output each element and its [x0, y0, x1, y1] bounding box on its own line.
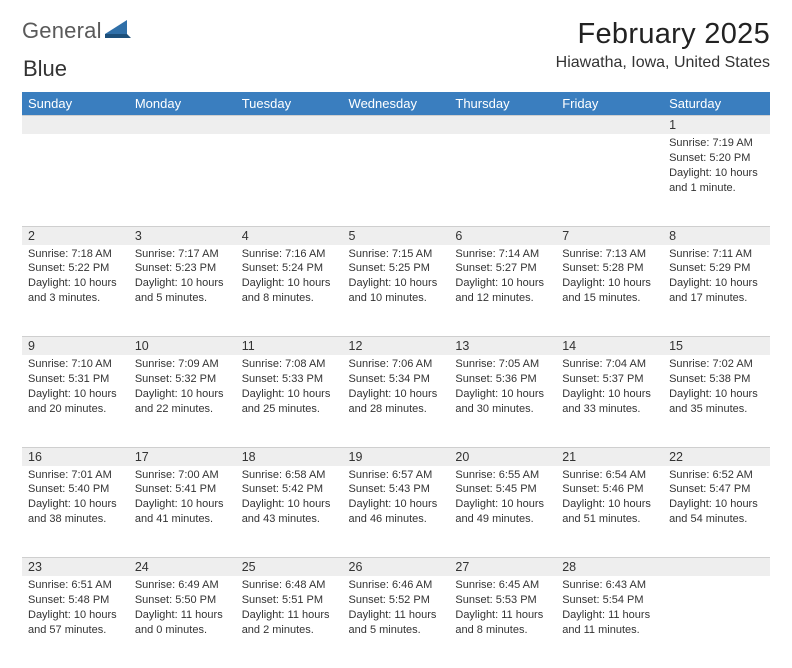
day-number: 28 — [556, 558, 663, 577]
logo-icon — [105, 18, 131, 44]
day-number: 25 — [236, 558, 343, 577]
day-cell: Sunrise: 7:10 AM Sunset: 5:31 PM Dayligh… — [22, 355, 129, 447]
day-number — [129, 116, 236, 135]
col-tue: Tuesday — [236, 92, 343, 116]
col-sun: Sunday — [22, 92, 129, 116]
month-title: February 2025 — [556, 18, 770, 51]
day-number: 21 — [556, 447, 663, 466]
calendar-body: 1Sunrise: 7:19 AM Sunset: 5:20 PM Daylig… — [22, 116, 770, 668]
day-cell: Sunrise: 6:48 AM Sunset: 5:51 PM Dayligh… — [236, 576, 343, 668]
day-cell: Sunrise: 6:43 AM Sunset: 5:54 PM Dayligh… — [556, 576, 663, 668]
week-content-row: Sunrise: 7:10 AM Sunset: 5:31 PM Dayligh… — [22, 355, 770, 447]
day-number: 24 — [129, 558, 236, 577]
day-number: 10 — [129, 337, 236, 356]
day-number: 17 — [129, 447, 236, 466]
day-cell — [236, 134, 343, 226]
day-cell — [663, 576, 770, 668]
day-cell: Sunrise: 7:15 AM Sunset: 5:25 PM Dayligh… — [343, 245, 450, 337]
col-mon: Monday — [129, 92, 236, 116]
day-number: 8 — [663, 226, 770, 245]
logo-text-1: General — [22, 18, 102, 44]
day-cell: Sunrise: 7:05 AM Sunset: 5:36 PM Dayligh… — [449, 355, 556, 447]
week-num-row: 232425262728 — [22, 558, 770, 577]
day-cell — [129, 134, 236, 226]
week-num-row: 16171819202122 — [22, 447, 770, 466]
day-cell: Sunrise: 7:02 AM Sunset: 5:38 PM Dayligh… — [663, 355, 770, 447]
day-cell: Sunrise: 7:18 AM Sunset: 5:22 PM Dayligh… — [22, 245, 129, 337]
col-sat: Saturday — [663, 92, 770, 116]
day-header-row: Sunday Monday Tuesday Wednesday Thursday… — [22, 92, 770, 116]
day-cell — [449, 134, 556, 226]
calendar-page: General February 2025 Hiawatha, Iowa, Un… — [0, 0, 792, 668]
logo: General — [22, 18, 131, 44]
day-cell: Sunrise: 7:14 AM Sunset: 5:27 PM Dayligh… — [449, 245, 556, 337]
day-number: 5 — [343, 226, 450, 245]
day-cell: Sunrise: 6:51 AM Sunset: 5:48 PM Dayligh… — [22, 576, 129, 668]
day-cell — [22, 134, 129, 226]
day-number: 7 — [556, 226, 663, 245]
day-number: 19 — [343, 447, 450, 466]
day-number: 27 — [449, 558, 556, 577]
day-number: 18 — [236, 447, 343, 466]
day-cell: Sunrise: 6:46 AM Sunset: 5:52 PM Dayligh… — [343, 576, 450, 668]
day-number: 15 — [663, 337, 770, 356]
title-block: February 2025 Hiawatha, Iowa, United Sta… — [556, 18, 770, 72]
day-number: 26 — [343, 558, 450, 577]
day-cell — [556, 134, 663, 226]
week-content-row: Sunrise: 7:18 AM Sunset: 5:22 PM Dayligh… — [22, 245, 770, 337]
day-cell: Sunrise: 7:19 AM Sunset: 5:20 PM Dayligh… — [663, 134, 770, 226]
day-number: 16 — [22, 447, 129, 466]
day-number: 6 — [449, 226, 556, 245]
day-cell: Sunrise: 7:13 AM Sunset: 5:28 PM Dayligh… — [556, 245, 663, 337]
day-number — [236, 116, 343, 135]
day-cell: Sunrise: 7:17 AM Sunset: 5:23 PM Dayligh… — [129, 245, 236, 337]
calendar-table: Sunday Monday Tuesday Wednesday Thursday… — [22, 92, 770, 668]
day-number: 12 — [343, 337, 450, 356]
day-cell: Sunrise: 7:09 AM Sunset: 5:32 PM Dayligh… — [129, 355, 236, 447]
day-number: 11 — [236, 337, 343, 356]
day-cell: Sunrise: 6:45 AM Sunset: 5:53 PM Dayligh… — [449, 576, 556, 668]
location-text: Hiawatha, Iowa, United States — [556, 54, 770, 72]
day-number: 3 — [129, 226, 236, 245]
week-content-row: Sunrise: 7:01 AM Sunset: 5:40 PM Dayligh… — [22, 466, 770, 558]
day-number: 22 — [663, 447, 770, 466]
col-thu: Thursday — [449, 92, 556, 116]
day-number: 2 — [22, 226, 129, 245]
day-number — [22, 116, 129, 135]
day-cell: Sunrise: 7:11 AM Sunset: 5:29 PM Dayligh… — [663, 245, 770, 337]
day-cell: Sunrise: 7:00 AM Sunset: 5:41 PM Dayligh… — [129, 466, 236, 558]
week-num-row: 2345678 — [22, 226, 770, 245]
day-number — [449, 116, 556, 135]
day-cell: Sunrise: 6:57 AM Sunset: 5:43 PM Dayligh… — [343, 466, 450, 558]
day-cell: Sunrise: 7:06 AM Sunset: 5:34 PM Dayligh… — [343, 355, 450, 447]
day-cell: Sunrise: 6:54 AM Sunset: 5:46 PM Dayligh… — [556, 466, 663, 558]
day-number: 4 — [236, 226, 343, 245]
week-content-row: Sunrise: 7:19 AM Sunset: 5:20 PM Dayligh… — [22, 134, 770, 226]
day-cell: Sunrise: 7:08 AM Sunset: 5:33 PM Dayligh… — [236, 355, 343, 447]
week-content-row: Sunrise: 6:51 AM Sunset: 5:48 PM Dayligh… — [22, 576, 770, 668]
day-number: 9 — [22, 337, 129, 356]
logo-text-2: Blue — [23, 56, 67, 81]
col-fri: Friday — [556, 92, 663, 116]
col-wed: Wednesday — [343, 92, 450, 116]
day-cell: Sunrise: 6:49 AM Sunset: 5:50 PM Dayligh… — [129, 576, 236, 668]
week-num-row: 9101112131415 — [22, 337, 770, 356]
day-number: 14 — [556, 337, 663, 356]
week-num-row: 1 — [22, 116, 770, 135]
day-number — [663, 558, 770, 577]
day-cell: Sunrise: 6:52 AM Sunset: 5:47 PM Dayligh… — [663, 466, 770, 558]
day-number — [343, 116, 450, 135]
day-cell: Sunrise: 7:16 AM Sunset: 5:24 PM Dayligh… — [236, 245, 343, 337]
day-number: 20 — [449, 447, 556, 466]
day-cell: Sunrise: 6:55 AM Sunset: 5:45 PM Dayligh… — [449, 466, 556, 558]
day-number: 23 — [22, 558, 129, 577]
day-cell: Sunrise: 7:01 AM Sunset: 5:40 PM Dayligh… — [22, 466, 129, 558]
day-number: 13 — [449, 337, 556, 356]
day-cell — [343, 134, 450, 226]
day-number — [556, 116, 663, 135]
day-number: 1 — [663, 116, 770, 135]
day-cell: Sunrise: 6:58 AM Sunset: 5:42 PM Dayligh… — [236, 466, 343, 558]
day-cell: Sunrise: 7:04 AM Sunset: 5:37 PM Dayligh… — [556, 355, 663, 447]
